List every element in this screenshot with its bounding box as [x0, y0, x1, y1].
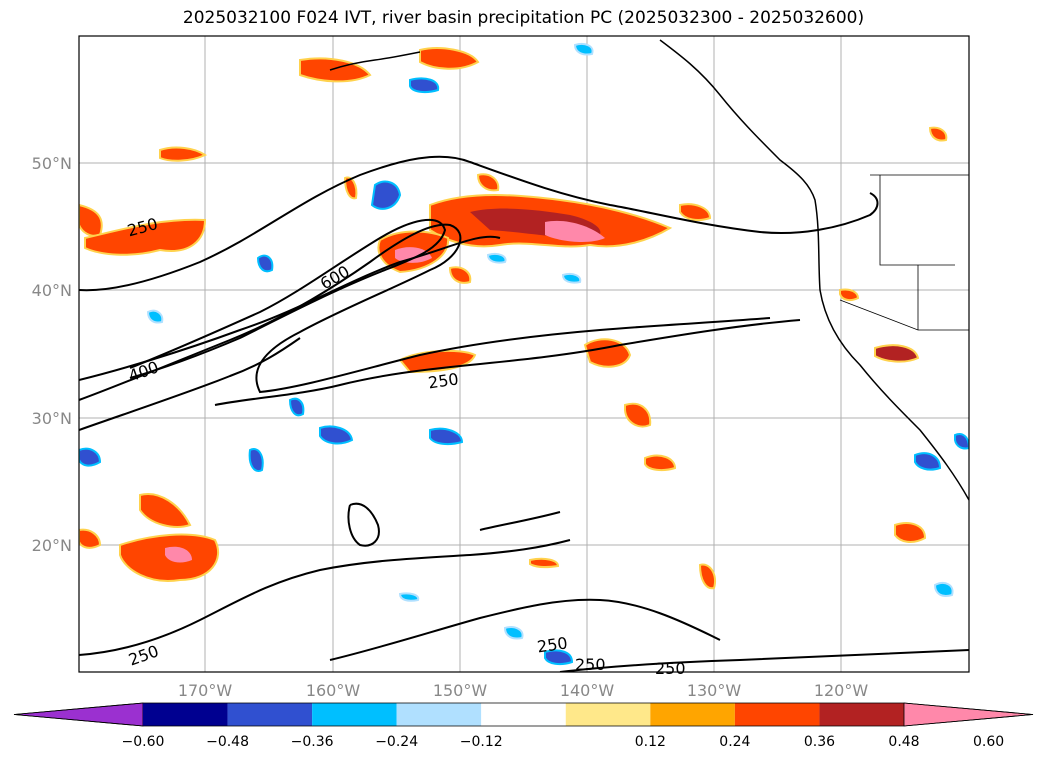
- precip-region: [159, 146, 207, 162]
- lon-label: 130°W: [687, 681, 742, 700]
- precip-region: [486, 252, 507, 264]
- contour-label: 250: [536, 633, 569, 656]
- precip-region: [561, 272, 582, 284]
- ivt-contour-250: [559, 649, 969, 672]
- precip-region: [624, 402, 652, 428]
- colorbar-segment: [650, 703, 735, 726]
- colorbar-tick-label: 0.24: [719, 734, 750, 750]
- colorbar-tick-label: 0.48: [888, 734, 919, 750]
- lon-label: 170°W: [178, 681, 233, 700]
- colorbar-segment: [565, 703, 651, 726]
- colorbar-segment: [312, 703, 397, 726]
- precip-region: [288, 397, 305, 417]
- precip-region: [545, 220, 605, 242]
- colorbar-tick-label: 0.12: [635, 734, 666, 750]
- coastline-north-america: [659, 39, 969, 501]
- longitude-labels: 170°W 160°W 150°W 140°W 130°W 120°W: [178, 681, 869, 700]
- colorbar-outline: [13, 702, 1034, 727]
- precip-region: [544, 649, 574, 666]
- colorbar-tick-label: −0.12: [460, 734, 503, 750]
- colorbar-tick-label: −0.24: [375, 734, 418, 750]
- lat-label: 20°N: [32, 536, 72, 555]
- map-area: [79, 36, 969, 672]
- colorbar-tick-label: −0.60: [122, 734, 165, 750]
- ivt-contour-250: [329, 598, 721, 661]
- contour-label: 250: [427, 369, 460, 392]
- lat-label: 50°N: [32, 154, 72, 173]
- colorbar-segment: [396, 703, 482, 726]
- precip-region: [933, 582, 954, 597]
- colorbar-tick-label: 0.60: [973, 734, 1004, 750]
- lat-label: 40°N: [32, 281, 72, 300]
- colorbar-segment: [734, 703, 820, 726]
- precip-region: [419, 47, 480, 70]
- ivt-contour-600: [129, 218, 447, 379]
- precip-region: [573, 43, 594, 56]
- precip-region: [698, 563, 716, 590]
- coastlines: [329, 39, 969, 501]
- lat-label: 30°N: [32, 409, 72, 428]
- lon-label: 150°W: [433, 681, 488, 700]
- precip-region: [409, 77, 440, 94]
- map-border: [78, 35, 970, 673]
- precip-region: [139, 493, 192, 528]
- precip-region: [914, 452, 942, 471]
- lon-label: 140°W: [560, 681, 615, 700]
- precip-region: [503, 626, 524, 640]
- precip-region: [165, 546, 192, 563]
- precip-region: [679, 203, 712, 221]
- precip-region: [370, 180, 402, 210]
- precip-negative-regions: [79, 43, 969, 666]
- ivt-contour-250: [214, 319, 801, 406]
- precip-region: [146, 309, 164, 324]
- contour-label: 250: [655, 659, 686, 678]
- colorbar-tick-label: 0.36: [804, 734, 835, 750]
- precip-region: [529, 557, 560, 569]
- colorbar-tick-label: −0.36: [291, 734, 334, 750]
- colorbar-segment: [143, 703, 228, 726]
- precip-region: [398, 592, 420, 602]
- precip-region: [248, 448, 264, 472]
- gridlines: [79, 36, 969, 672]
- chart-title: 2025032100 F024 IVT, river basin precipi…: [182, 8, 865, 28]
- ivt-contour-250: [79, 155, 879, 292]
- colorbar-extend-high: [903, 702, 1034, 727]
- precip-region: [319, 425, 354, 445]
- precip-region: [395, 247, 432, 263]
- colorbar-tick-label: −0.48: [206, 734, 249, 750]
- precip-region: [874, 344, 920, 363]
- ivt-contours: [79, 155, 969, 672]
- colorbar-segment: [819, 703, 904, 726]
- colorbar-extend-low: [13, 702, 144, 727]
- state-borders: [839, 174, 969, 331]
- precip-region: [79, 447, 102, 467]
- ivt-contour-250: [479, 511, 561, 531]
- ivt-contour-250: [347, 502, 380, 547]
- precip-region: [839, 288, 860, 302]
- lon-label: 160°W: [306, 681, 361, 700]
- precip-region: [476, 173, 500, 192]
- precip-region: [79, 528, 102, 549]
- ivt-contour-250: [79, 337, 301, 431]
- precip-region: [928, 126, 948, 142]
- precip-region: [448, 266, 472, 284]
- precip-region: [894, 522, 927, 543]
- ivt-contour-400: [79, 223, 771, 401]
- ivt-contour-250: [79, 539, 571, 656]
- precip-region: [429, 427, 464, 446]
- colorbar-segment: [481, 703, 566, 726]
- colorbar-segment: [227, 703, 313, 726]
- latitude-labels: 50°N 40°N 30°N 20°N: [32, 154, 72, 555]
- precip-region: [644, 454, 677, 472]
- coastline-alaska: [329, 51, 421, 71]
- contour-label: 250: [575, 655, 606, 674]
- lon-label: 120°W: [814, 681, 869, 700]
- precip-region: [84, 218, 207, 256]
- colorbar: −0.60 −0.48 −0.36 −0.24 −0.12 0.12 0.24 0.36 0.4…: [13, 702, 1034, 750]
- precip-region: [256, 254, 274, 273]
